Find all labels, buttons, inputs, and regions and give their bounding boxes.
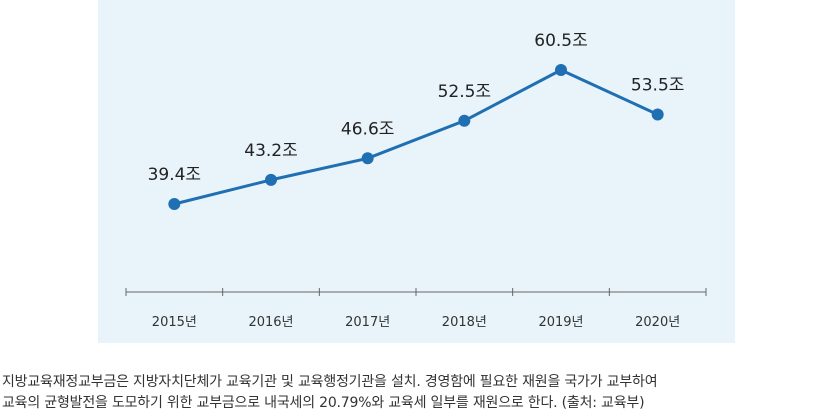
data-label: 43.2조 <box>244 141 298 161</box>
x-tick-label: 2019년 <box>538 315 583 330</box>
x-tick-label: 2017년 <box>345 315 390 330</box>
data-point <box>265 173 277 186</box>
data-label: 53.5조 <box>631 75 685 95</box>
caption-line-2: 교육의 균형발전을 도모하기 위한 교부금으로 내국세의 20.79%와 교육세… <box>2 395 645 411</box>
x-axis-tick-labels: 2015년 2016년 2017년 2018년 2019년 2020년 <box>152 315 680 330</box>
series-line <box>173 68 659 206</box>
data-point <box>458 114 471 127</box>
x-tick-label: 2015년 <box>152 315 197 330</box>
caption: 지방교육재정교부금은 지방자치단체가 교육기관 및 교육행정기관을 설치. 경영… <box>2 372 825 414</box>
data-label: 52.5조 <box>438 82 492 102</box>
data-point <box>361 152 374 165</box>
data-point <box>168 198 181 210</box>
data-label: 39.4조 <box>148 165 202 185</box>
chart-background <box>98 0 735 343</box>
x-axis-ticks <box>125 288 707 296</box>
data-label: 46.6조 <box>341 119 395 139</box>
line-chart: 2015년 2016년 2017년 2018년 2019년 2020년 39.4조 43.2… <box>98 0 735 343</box>
x-tick-label: 2016년 <box>248 315 293 330</box>
data-point <box>651 108 664 121</box>
x-tick-label: 2018년 <box>442 315 487 330</box>
data-labels: 39.4조 43.2조 46.6조 52.5조 60.5조 53.5조 <box>148 31 685 185</box>
caption-line-1: 지방교육재정교부금은 지방자치단체가 교육기관 및 교육행정기관을 설치. 경영… <box>2 374 658 390</box>
x-tick-label: 2020년 <box>635 315 680 330</box>
data-point <box>555 64 567 76</box>
data-points <box>168 64 664 210</box>
data-label: 60.5조 <box>534 31 588 51</box>
